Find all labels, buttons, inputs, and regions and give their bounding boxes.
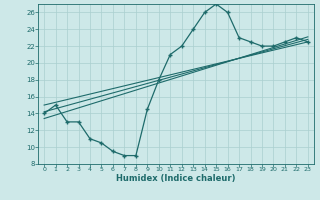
X-axis label: Humidex (Indice chaleur): Humidex (Indice chaleur) <box>116 174 236 183</box>
